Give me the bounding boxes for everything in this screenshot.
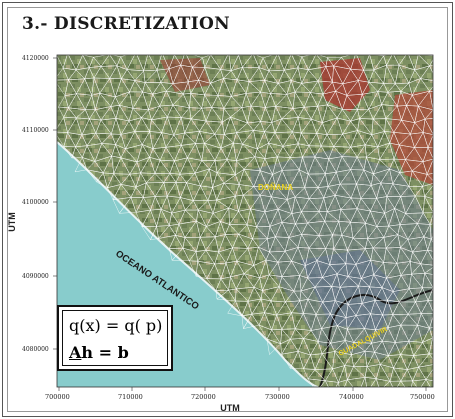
x-tick-label: 730000 bbox=[265, 393, 290, 401]
y-tick-label: 4080000 bbox=[22, 346, 49, 353]
place-label-donana: DOÑANA bbox=[258, 183, 293, 192]
equations-box: q(x) = q( p) Ah = b bbox=[57, 305, 173, 371]
coastline bbox=[57, 141, 319, 387]
y-tick-label: 4120000 bbox=[22, 55, 49, 62]
map-border bbox=[56, 54, 434, 388]
equation-rhs: = b bbox=[93, 343, 129, 362]
x-axis-label: UTM bbox=[220, 403, 240, 413]
mesh-edges bbox=[57, 55, 433, 387]
matrix-a: A bbox=[69, 343, 82, 362]
y-axis-label: UTM bbox=[7, 212, 17, 232]
equation-interpolation: q(x) = q( p) bbox=[69, 316, 163, 335]
y-axis-ticks bbox=[53, 57, 57, 350]
urban-area-1 bbox=[320, 58, 370, 112]
x-axis-ticks bbox=[58, 387, 427, 391]
x-tick-label: 740000 bbox=[339, 393, 364, 401]
equation-system: Ah = b bbox=[69, 343, 129, 362]
y-tick-label: 4100000 bbox=[22, 199, 49, 206]
x-tick-label: 700000 bbox=[45, 393, 70, 401]
y-tick-label: 4110000 bbox=[22, 127, 49, 134]
x-tick-label: 710000 bbox=[118, 393, 143, 401]
marsh-region bbox=[250, 150, 433, 360]
x-tick-label: 720000 bbox=[191, 393, 216, 401]
wetland-region bbox=[300, 250, 400, 330]
vector-h: h bbox=[81, 343, 94, 362]
triangular-mesh bbox=[57, 55, 433, 387]
slide-title: 3.- DISCRETIZATION bbox=[22, 14, 230, 34]
x-tick-label: 750000 bbox=[410, 393, 435, 401]
equations-inner-border: q(x) = q( p) Ah = b bbox=[62, 310, 168, 366]
y-tick-label: 4090000 bbox=[22, 273, 49, 280]
